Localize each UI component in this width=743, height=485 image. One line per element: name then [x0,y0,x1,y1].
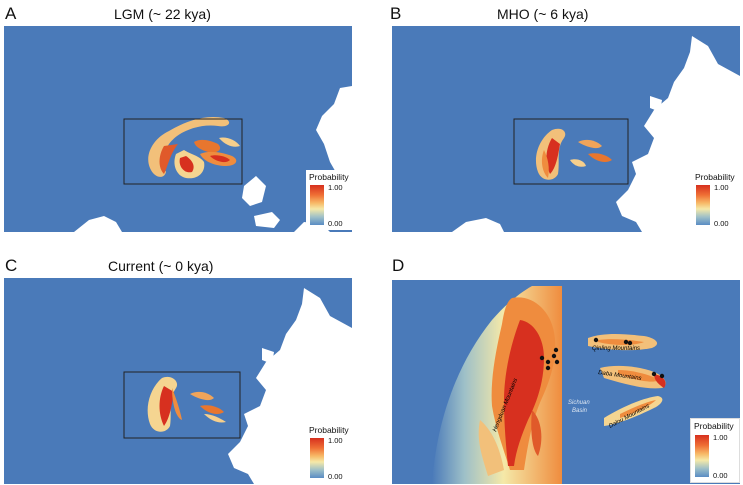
panel-letter-b: B [390,4,402,23]
legend-min: 0.00 [714,219,729,228]
label-qinling: Qinling Mountains [592,346,640,352]
map-lgm [4,26,352,232]
label-sichuan-2: Basin [572,408,588,414]
legend-b: Probability 1.00 0.00 [692,170,738,230]
legend-max: 1.00 [713,433,728,442]
panel-letter-a: A [5,4,17,23]
legend-max: 1.00 [714,183,729,192]
legend-min: 0.00 [328,219,343,228]
legend-c: Probability 1.00 0.00 [306,423,352,483]
legend-min: 0.00 [328,472,343,481]
panel-title-c: Current (~ 0 kya) [108,258,214,274]
legend-min: 0.00 [713,471,728,480]
legend-title: Probability [695,172,735,182]
legend-colorbar [695,435,709,477]
legend-colorbar [310,438,324,478]
label-sichuan-1: Sichuan [568,400,590,406]
legend-title: Probability [694,421,734,431]
legend-colorbar [310,185,324,225]
legend-title: Probability [309,425,349,435]
panel-letter-d: D [392,256,405,275]
legend-a: Probability 1.00 0.00 [306,170,352,230]
panel-letter-c: C [5,256,18,275]
legend-title: Probability [309,172,349,182]
legend-d: Probability 1.00 0.00 [690,418,740,483]
map-current [4,278,352,484]
panel-title-a: LGM (~ 22 kya) [114,6,211,22]
panel-title-b: MHO (~ 6 kya) [497,6,589,22]
legend-max: 1.00 [328,183,343,192]
map-zoom: Qinling Mountains Daba Mountains Sichuan… [392,280,740,484]
legend-colorbar [696,185,710,225]
legend-max: 1.00 [328,436,343,445]
map-mho [392,26,740,232]
